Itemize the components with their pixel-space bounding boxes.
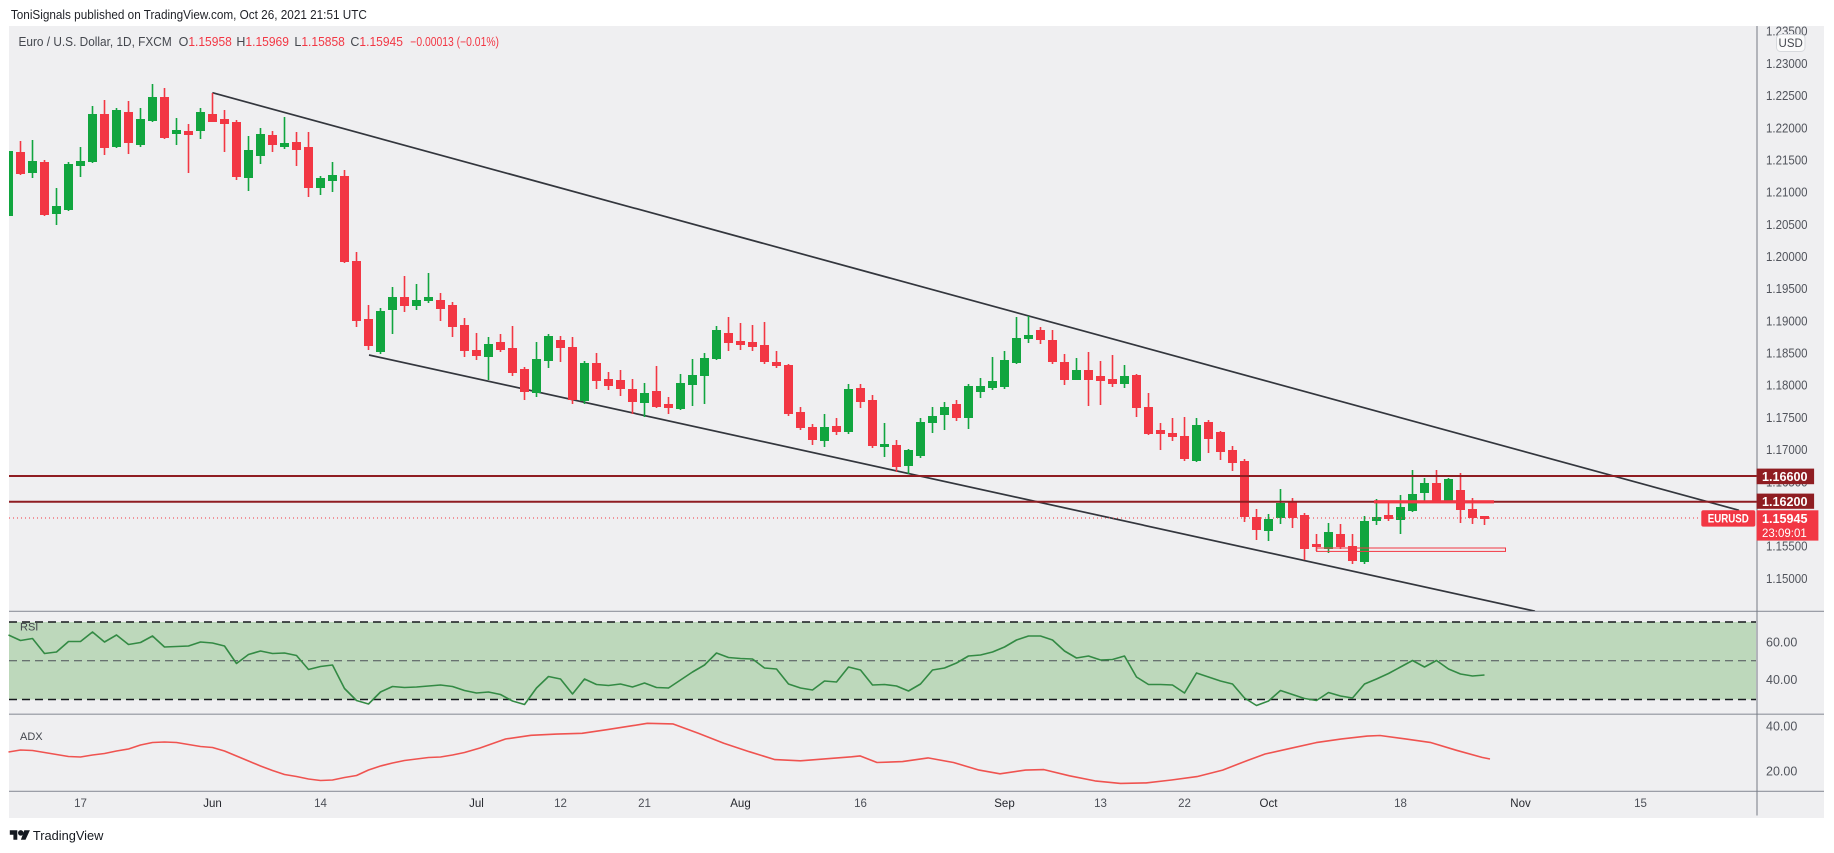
svg-text:EURUSD: EURUSD [1708, 514, 1749, 526]
svg-text:1.20500: 1.20500 [1766, 218, 1808, 232]
svg-text:13: 13 [1094, 798, 1107, 810]
svg-text:21: 21 [638, 798, 651, 810]
svg-text:23:09:01: 23:09:01 [1762, 528, 1807, 540]
svg-text:16: 16 [854, 798, 867, 810]
svg-text:12: 12 [554, 798, 567, 810]
svg-text:1.22000: 1.22000 [1766, 121, 1808, 135]
svg-text:Jul: Jul [469, 798, 484, 810]
svg-text:1.18500: 1.18500 [1766, 347, 1808, 361]
svg-text:40.00: 40.00 [1766, 673, 1797, 687]
svg-text:1.17500: 1.17500 [1766, 411, 1808, 425]
svg-text:1.15000: 1.15000 [1766, 572, 1808, 586]
svg-text:1.17000: 1.17000 [1766, 443, 1808, 457]
svg-text:20.00: 20.00 [1766, 765, 1797, 779]
svg-text:22: 22 [1178, 798, 1191, 810]
svg-text:Aug: Aug [730, 798, 750, 810]
svg-text:ADX: ADX [20, 731, 43, 743]
svg-text:14: 14 [314, 798, 327, 810]
svg-text:TradingView: TradingView [33, 828, 104, 843]
svg-text:1.16200: 1.16200 [1762, 495, 1808, 509]
svg-text:ToniSignals published on Tradi: ToniSignals published on TradingView.com… [11, 8, 367, 22]
svg-text:1.16600: 1.16600 [1762, 470, 1808, 484]
svg-text:18: 18 [1394, 798, 1407, 810]
svg-text:1.18000: 1.18000 [1766, 379, 1808, 393]
svg-text:Oct: Oct [1260, 798, 1279, 810]
svg-text:RSI: RSI [20, 622, 38, 634]
svg-text:1.15945: 1.15945 [1762, 512, 1808, 526]
svg-text:1.21500: 1.21500 [1766, 154, 1808, 168]
svg-text:1.19000: 1.19000 [1766, 314, 1808, 328]
svg-text:15: 15 [1634, 798, 1647, 810]
svg-text:USD: USD [1779, 38, 1803, 50]
svg-text:Nov: Nov [1510, 798, 1531, 810]
svg-text:Jun: Jun [203, 798, 222, 810]
svg-text:1.23000: 1.23000 [1766, 57, 1808, 71]
svg-text:1.19500: 1.19500 [1766, 282, 1808, 296]
svg-text:1.15500: 1.15500 [1766, 540, 1808, 554]
svg-text:17: 17 [74, 798, 87, 810]
svg-text:60.00: 60.00 [1766, 636, 1797, 650]
svg-text:1.21000: 1.21000 [1766, 186, 1808, 200]
svg-text:1.22500: 1.22500 [1766, 89, 1808, 103]
svg-text:1.20000: 1.20000 [1766, 250, 1808, 264]
svg-text:Sep: Sep [994, 798, 1014, 810]
svg-text:40.00: 40.00 [1766, 719, 1797, 733]
